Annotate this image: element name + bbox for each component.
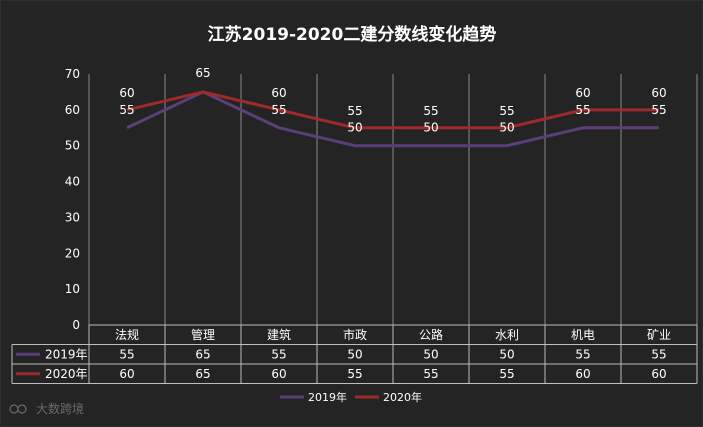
y-tick-label: 70 [65, 67, 80, 81]
data-label: 60 [575, 86, 590, 100]
data-table: 法规 管理 建筑 市政 公路 水利 机电 矿业 2019年 55 65 55 50 50 50 55 55 202… [11, 324, 698, 384]
data-label: 55 [499, 104, 514, 118]
category-label: 管理 [191, 327, 215, 342]
data-label: 65 [195, 66, 210, 80]
table-cell: 55 [347, 367, 362, 381]
legend-label: 2019年 [308, 390, 347, 404]
table-cell: 65 [195, 348, 210, 362]
table-cell: 60 [271, 367, 286, 381]
table-cell: 55 [271, 348, 286, 362]
table-cell: 50 [423, 348, 438, 362]
table-cell: 55 [575, 348, 590, 362]
table-cell: 50 [499, 348, 514, 362]
table-cell: 55 [499, 367, 514, 381]
y-tick-label: 60 [65, 103, 80, 117]
data-label: 55 [271, 103, 286, 117]
table-cell: 65 [195, 367, 210, 381]
table-cell: 60 [575, 367, 590, 381]
y-tick-label: 0 [72, 318, 80, 332]
y-tick-label: 40 [65, 175, 80, 189]
data-label: 55 [651, 103, 666, 117]
y-axis-ticks: 0 10 20 30 40 50 60 70 [65, 67, 80, 332]
legend: 2019年 2020年 [280, 390, 422, 404]
category-label: 机电 [571, 328, 595, 342]
y-tick-label: 10 [65, 282, 80, 296]
data-label: 55 [575, 103, 590, 117]
data-label: 60 [119, 86, 134, 100]
y-tick-label: 50 [65, 139, 80, 153]
category-label: 水利 [495, 328, 519, 342]
y-tick-label: 20 [65, 246, 80, 260]
table-series-name: 2019年 [45, 348, 88, 362]
data-label: 60 [271, 86, 286, 100]
data-label: 50 [423, 121, 438, 135]
category-label: 矿业 [647, 328, 671, 342]
grid [88, 74, 698, 325]
data-labels: 60 55 65 60 55 55 50 55 50 55 50 60 55 60 55 [119, 66, 666, 135]
table-cell: 60 [651, 367, 666, 381]
watermark-logo-icon [9, 404, 27, 414]
data-label: 55 [423, 104, 438, 118]
table-cell: 50 [347, 348, 362, 362]
data-label: 50 [499, 121, 514, 135]
series-line-2020年 [126, 90, 659, 130]
table-cell: 55 [651, 348, 666, 362]
category-label: 建筑 [267, 327, 291, 342]
watermark: 大数跨境 [9, 401, 84, 416]
data-label: 60 [651, 86, 666, 100]
data-label: 55 [119, 103, 134, 117]
data-label: 55 [347, 104, 362, 118]
series-lines [126, 90, 659, 148]
category-label: 公路 [419, 327, 443, 342]
table-cell: 55 [119, 348, 134, 362]
category-label: 法规 [115, 327, 139, 342]
y-tick-label: 30 [65, 210, 80, 224]
table-cell: 60 [119, 367, 134, 381]
legend-label: 2020年 [383, 390, 422, 404]
table-cell: 55 [423, 367, 438, 381]
table-series-name: 2020年 [45, 367, 88, 381]
chart-title: 江苏2019-2020二建分数线变化趋势 [208, 24, 497, 45]
data-label: 50 [347, 121, 362, 135]
category-label: 市政 [343, 327, 367, 342]
watermark-text: 大数跨境 [36, 401, 84, 416]
series-line-2019年 [126, 90, 659, 148]
